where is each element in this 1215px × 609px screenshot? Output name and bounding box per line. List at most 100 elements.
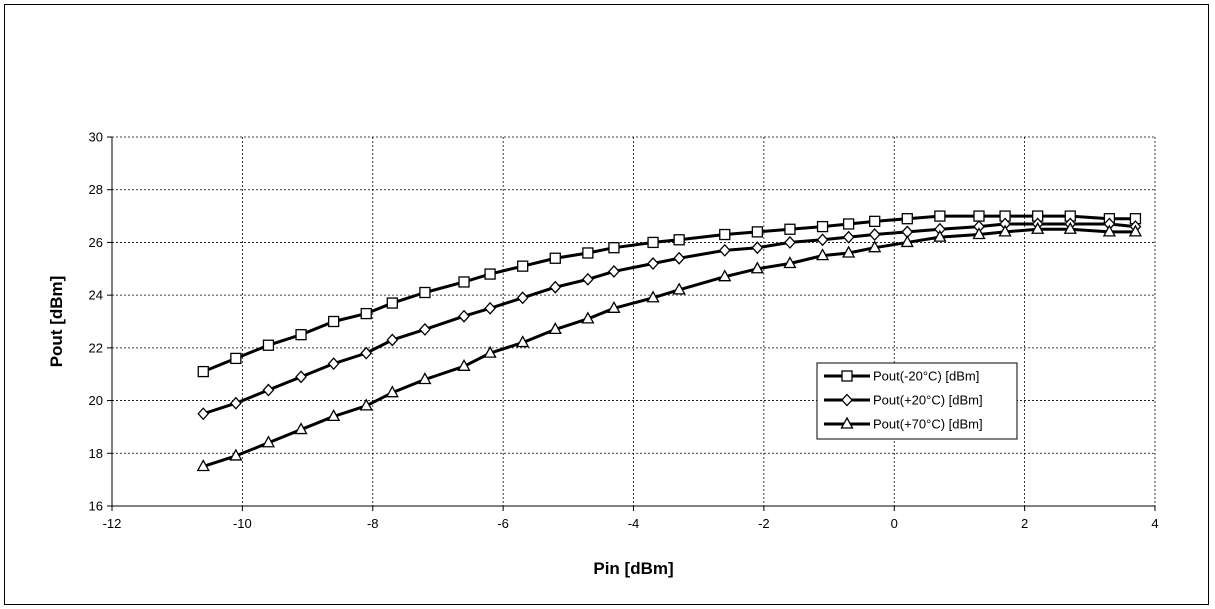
triangle-marker [516,335,530,348]
triangle-marker [581,311,595,324]
triangle-marker [196,459,210,472]
legend-label: Pout(+70°C) [dBm] [873,417,983,432]
triangle-marker [229,448,243,461]
series-3 [196,221,1143,472]
diamond-marker [816,233,829,247]
x-tick-label: 0 [891,516,898,531]
x-tick-label: -8 [367,516,379,531]
triangle-marker [359,398,373,411]
triangle-marker [418,372,432,385]
square-marker [386,297,398,309]
triangle-marker [457,358,471,371]
square-marker [582,247,594,259]
triangle-marker [1031,221,1045,234]
triangle-marker [933,229,947,242]
diamond-marker [784,235,796,249]
diamond-marker [262,383,275,397]
square-marker [673,234,685,246]
diamond-marker [197,407,210,421]
square-marker [973,210,985,222]
diamond-marker [647,257,659,270]
triangle-marker [900,235,914,248]
triangle-marker [840,416,854,429]
triangle-marker [607,300,621,313]
triangle-marker [1102,224,1116,237]
axes [107,136,1156,511]
triangle-marker [1128,224,1143,237]
square-marker [869,215,881,227]
square-marker [608,242,620,254]
y-axis-title: Pout [dBm] [47,276,66,368]
y-tick-label: 16 [89,499,103,514]
diamond-marker [386,333,399,347]
diamond-marker [458,309,470,323]
square-marker [719,228,731,241]
triangle-marker [261,435,276,448]
square-marker [230,352,242,365]
y-tick-label: 28 [89,182,103,197]
triangle-marker [842,245,856,258]
triangle-marker [672,282,686,295]
x-tick-label: 2 [1021,516,1028,531]
legend-entry: Pout(-20°C) [dBm] [824,369,979,384]
diamond-marker [360,346,373,360]
legend-label: Pout(+20°C) [dBm] [873,393,983,408]
legend-items: Pout(-20°C) [dBm] Pout(+20°C) [dBm] Pout(+… [824,369,983,432]
diamond-marker [549,280,562,294]
grid-lines [112,136,1156,506]
square-marker [262,339,275,351]
diamond-marker [229,396,242,410]
diamond-marker [841,393,853,407]
triangle-marker [998,224,1012,237]
triangle-marker [385,385,399,398]
square-marker [934,210,946,222]
y-tick-label: 22 [89,340,103,355]
diamond-marker [842,230,855,244]
triangle-marker [718,269,732,282]
triangle-marker [483,345,497,358]
triangle-marker [327,409,341,422]
diamond-marker [673,251,686,265]
series-2 [197,217,1142,421]
triangle-marker [548,322,562,335]
diamond-marker [419,322,431,336]
y-tick-label: 24 [89,288,103,303]
triangle-marker [783,256,797,269]
series-lines [196,210,1143,472]
series-1 [197,210,1142,378]
diamond-marker [751,241,764,255]
x-tick-label: -12 [103,516,122,531]
diamond-marker [516,291,529,305]
square-marker [197,365,209,378]
legend-label: Pout(-20°C) [dBm] [873,369,979,384]
square-marker [901,213,913,225]
square-marker [360,307,372,320]
legend-entry: Pout(+70°C) [dBm] [824,417,983,432]
diamond-marker [868,228,881,241]
legend-entry: Pout(+20°C) [dBm] [824,393,983,408]
square-marker [484,268,496,280]
triangle-marker [750,261,764,274]
diamond-marker [295,370,307,384]
series-line [202,227,1136,468]
square-marker [816,220,829,233]
diamond-marker [718,243,731,257]
triangle-marker [646,290,660,303]
diamond-marker [608,264,620,278]
x-tick-label: -10 [233,516,252,531]
square-marker [841,370,853,382]
triangle-marker [868,240,882,253]
square-marker [549,252,561,264]
triangle-marker [815,248,830,261]
square-marker [784,223,796,235]
y-tick-label: 26 [89,235,103,250]
y-tick-label: 20 [89,393,103,408]
triangle-marker [1063,221,1077,234]
square-marker [295,329,307,341]
square-marker [751,226,764,238]
x-axis-title: Pin [dBm] [593,559,673,578]
square-marker [327,315,340,328]
y-tick-label: 18 [89,446,103,461]
